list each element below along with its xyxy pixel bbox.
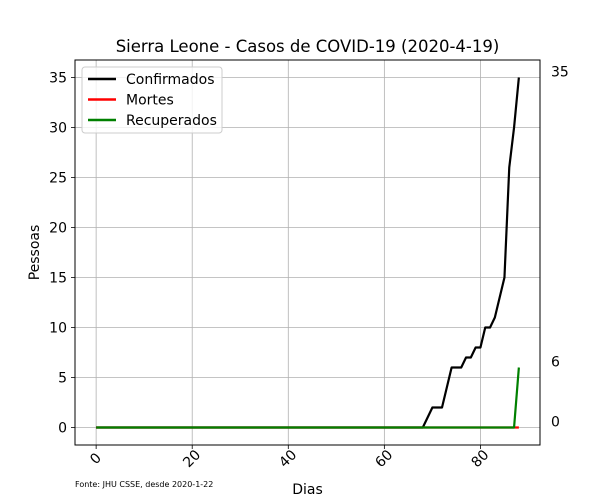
y-tick-label: 5 <box>58 371 67 387</box>
legend: Confirmados Mortes Recuperados <box>81 66 223 134</box>
y-tick-label: 0 <box>58 421 67 437</box>
source-note: Fonte: JHU CSSE, desde 2020-1-22 <box>75 480 213 489</box>
chart-title: Sierra Leone - Casos de COVID-19 (2020-4… <box>116 37 500 56</box>
y-tick-label: 10 <box>49 321 67 337</box>
plot-frame <box>74 59 541 446</box>
y-tick-label: 20 <box>49 221 67 237</box>
legend-entry: Mortes <box>126 93 174 109</box>
x-axis-label: Dias <box>292 482 323 498</box>
end-value-label: 35 <box>551 65 569 81</box>
end-value-label: 0 <box>551 415 560 431</box>
legend-entry: Recuperados <box>126 113 217 129</box>
end-value-label: 6 <box>551 355 560 371</box>
series-line-3 <box>96 367 520 429</box>
end-value-labels: 35 6 0 <box>551 65 569 431</box>
y-tick-label: 30 <box>49 121 67 137</box>
y-tick-label: 25 <box>49 171 67 187</box>
legend-box <box>81 66 223 134</box>
series-line-1 <box>96 77 520 429</box>
grid <box>75 60 540 445</box>
series-lines <box>96 77 520 429</box>
y-axis-label: Pessoas <box>27 225 43 281</box>
legend-entry: Confirmados <box>126 72 215 88</box>
y-tick-label: 35 <box>49 71 67 87</box>
y-tick-label: 15 <box>49 271 67 287</box>
